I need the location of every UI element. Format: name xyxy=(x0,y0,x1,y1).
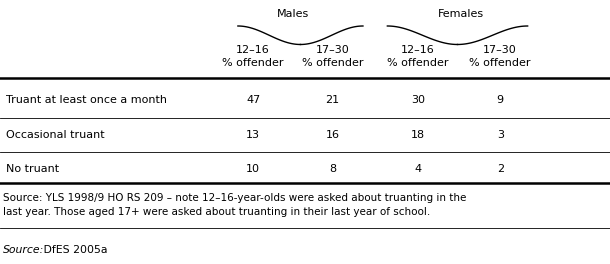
Text: last year. Those aged 17+ were asked about truanting in their last year of schoo: last year. Those aged 17+ were asked abo… xyxy=(3,207,430,217)
Text: 10: 10 xyxy=(246,164,260,174)
Text: 13: 13 xyxy=(246,130,260,140)
Text: 4: 4 xyxy=(414,164,422,174)
Text: 12–16: 12–16 xyxy=(401,45,435,55)
Text: 9: 9 xyxy=(497,95,504,105)
Text: 47: 47 xyxy=(246,95,260,105)
Text: 30: 30 xyxy=(411,95,425,105)
Text: 17–30: 17–30 xyxy=(483,45,517,55)
Text: Source: YLS 1998/9 HO RS 209 – note 12–16-year-olds were asked about truanting i: Source: YLS 1998/9 HO RS 209 – note 12–1… xyxy=(3,193,467,203)
Text: Source:: Source: xyxy=(3,245,45,255)
Text: 2: 2 xyxy=(497,164,504,174)
Text: 12–16: 12–16 xyxy=(236,45,270,55)
Text: DfES 2005a: DfES 2005a xyxy=(40,245,107,255)
Text: % offender: % offender xyxy=(223,58,284,68)
Text: % offender: % offender xyxy=(302,58,363,68)
Text: Truant at least once a month: Truant at least once a month xyxy=(6,95,167,105)
Text: 16: 16 xyxy=(326,130,339,140)
Text: No truant: No truant xyxy=(6,164,59,174)
Text: 3: 3 xyxy=(497,130,504,140)
Text: % offender: % offender xyxy=(470,58,531,68)
Text: 17–30: 17–30 xyxy=(315,45,350,55)
Text: 21: 21 xyxy=(325,95,340,105)
Text: 18: 18 xyxy=(411,130,425,140)
Text: Females: Females xyxy=(437,9,484,19)
Text: Occasional truant: Occasional truant xyxy=(6,130,105,140)
Text: % offender: % offender xyxy=(387,58,448,68)
Text: 8: 8 xyxy=(329,164,336,174)
Text: Males: Males xyxy=(277,9,309,19)
